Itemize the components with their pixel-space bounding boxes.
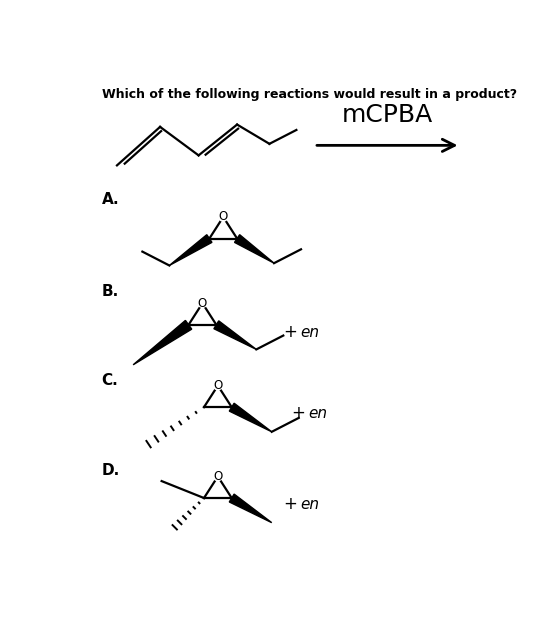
Text: +: +: [283, 324, 297, 342]
Text: +: +: [291, 404, 305, 422]
Circle shape: [213, 472, 222, 481]
Text: en: en: [300, 497, 319, 512]
Circle shape: [198, 299, 207, 307]
Text: C.: C.: [102, 373, 118, 388]
Text: O: O: [219, 211, 228, 224]
Polygon shape: [235, 235, 274, 263]
Text: B.: B.: [102, 284, 119, 299]
Text: D.: D.: [102, 463, 120, 478]
Text: +: +: [283, 495, 297, 513]
Circle shape: [213, 381, 222, 390]
Text: en: en: [300, 325, 319, 340]
Text: Which of the following reactions would result in a product?: Which of the following reactions would r…: [102, 88, 517, 101]
Polygon shape: [214, 321, 256, 350]
Polygon shape: [229, 494, 272, 523]
Polygon shape: [169, 235, 212, 266]
Text: O: O: [213, 379, 223, 392]
Polygon shape: [133, 320, 192, 365]
Text: mCPBA: mCPBA: [342, 103, 433, 127]
Text: O: O: [198, 297, 207, 310]
Polygon shape: [229, 403, 272, 432]
Circle shape: [219, 213, 228, 221]
Text: en: en: [308, 406, 327, 421]
Text: O: O: [213, 470, 223, 483]
Text: A.: A.: [102, 191, 119, 207]
